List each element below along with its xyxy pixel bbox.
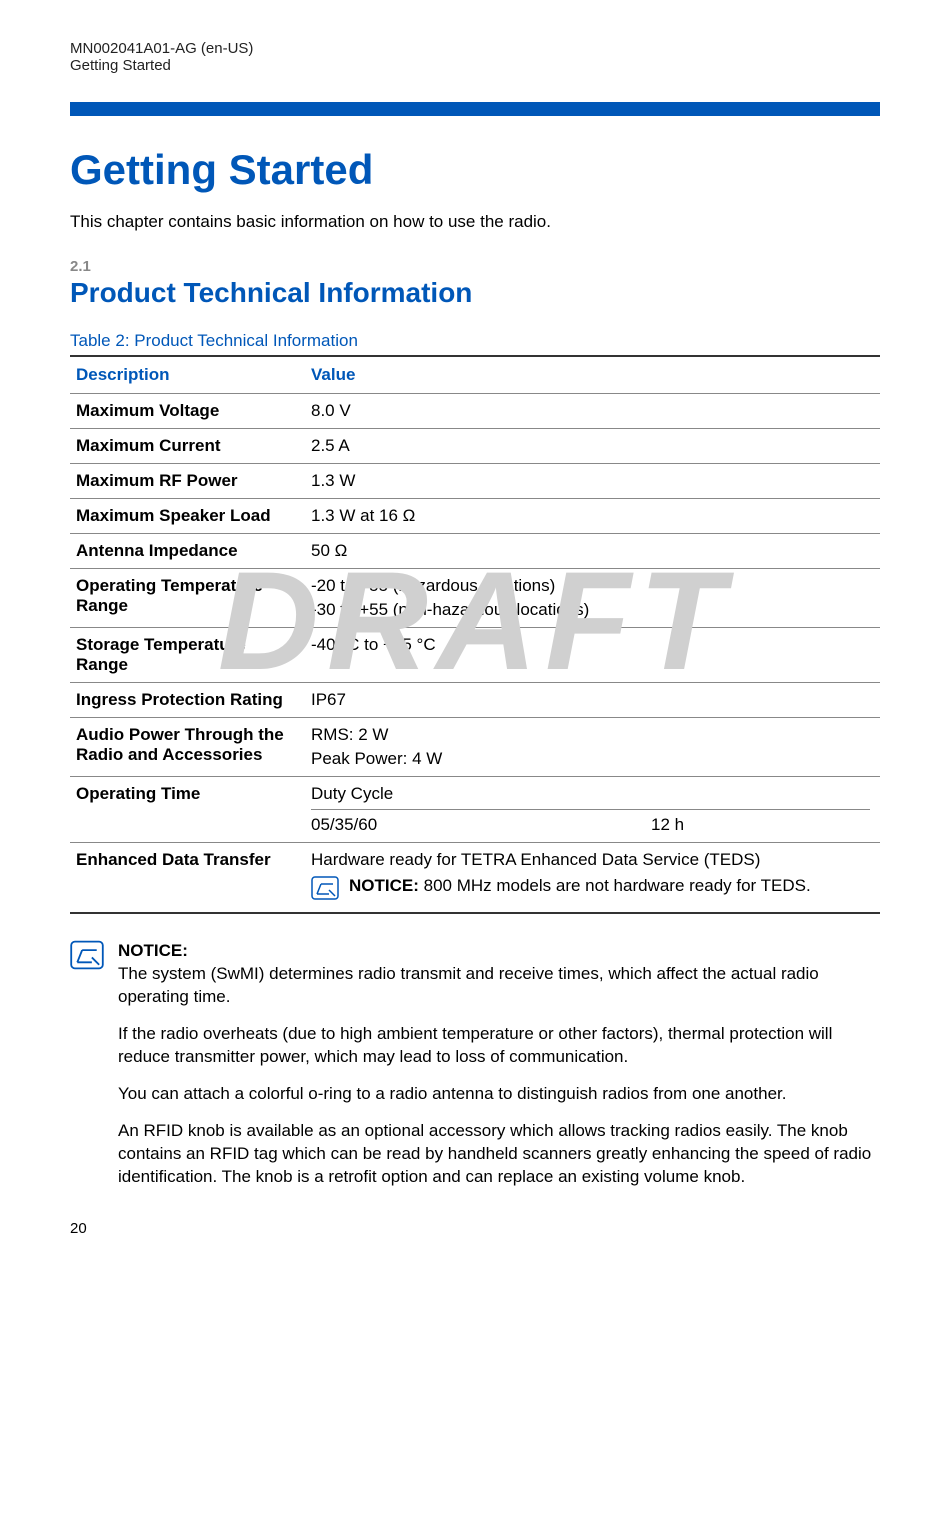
- cell-value: -40 °C to +85 °C: [305, 628, 880, 683]
- duty-cycle-subrow: 05/35/60 12 h: [311, 809, 870, 835]
- notice-icon: [70, 940, 104, 975]
- cell-value: IP67: [305, 683, 880, 718]
- value-line: -30 to +55 (non-hazardous locations): [311, 600, 870, 620]
- product-technical-table: Description Value Maximum Voltage 8.0 V …: [70, 355, 880, 914]
- cell-value: 1.3 W at 16 Ω: [305, 499, 880, 534]
- duty-cycle-header: Duty Cycle: [311, 784, 870, 804]
- table-row: Maximum Current 2.5 A: [70, 429, 880, 464]
- notice-icon: [311, 876, 339, 905]
- cell-desc: Enhanced Data Transfer: [70, 843, 305, 914]
- table-row: Antenna Impedance 50 Ω: [70, 534, 880, 569]
- col-value: Value: [305, 356, 880, 394]
- doc-id: MN002041A01-AG (en-US): [70, 40, 880, 57]
- notice-paragraph: An RFID knob is available as an optional…: [118, 1120, 880, 1189]
- cell-value: 50 Ω: [305, 534, 880, 569]
- value-line: -20 to +55 (hazardous locations): [311, 576, 870, 596]
- cell-value: 2.5 A: [305, 429, 880, 464]
- section-number: 2.1: [70, 258, 880, 275]
- doc-section: Getting Started: [70, 57, 880, 74]
- table-row: Operating Temperature Range -20 to +55 (…: [70, 569, 880, 628]
- notice-label: NOTICE:: [349, 876, 419, 895]
- inline-notice-text: NOTICE: 800 MHz models are not hardware …: [349, 876, 811, 896]
- chapter-intro: This chapter contains basic information …: [70, 212, 880, 232]
- cell-value: 1.3 W: [305, 464, 880, 499]
- cell-desc: Maximum Speaker Load: [70, 499, 305, 534]
- cell-value: Hardware ready for TETRA Enhanced Data S…: [305, 843, 880, 914]
- value-line: Hardware ready for TETRA Enhanced Data S…: [311, 850, 870, 870]
- cell-desc: Maximum RF Power: [70, 464, 305, 499]
- cell-desc: Storage Temperature Range: [70, 628, 305, 683]
- notice-paragraph: The system (SwMI) determines radio trans…: [118, 964, 819, 1006]
- cell-desc: Operating Time: [70, 777, 305, 843]
- notice-text: 800 MHz models are not hardware ready fo…: [419, 876, 811, 895]
- cell-desc: Audio Power Through the Radio and Access…: [70, 718, 305, 777]
- table-row: Maximum Voltage 8.0 V: [70, 394, 880, 429]
- notice-label: NOTICE:: [118, 941, 188, 960]
- value-line: RMS: 2 W: [311, 725, 870, 745]
- cell-desc: Operating Temperature Range: [70, 569, 305, 628]
- table-row: Ingress Protection Rating IP67: [70, 683, 880, 718]
- section-title: Product Technical Information: [70, 277, 880, 309]
- page-number: 20: [70, 1220, 87, 1237]
- table-row: Audio Power Through the Radio and Access…: [70, 718, 880, 777]
- notice-body: NOTICE: The system (SwMI) determines rad…: [118, 940, 880, 1202]
- table-row: Operating Time Duty Cycle 05/35/60 12 h: [70, 777, 880, 843]
- col-description: Description: [70, 356, 305, 394]
- duty-cycle-ratio: 05/35/60: [311, 815, 651, 835]
- table-row: Enhanced Data Transfer Hardware ready fo…: [70, 843, 880, 914]
- cell-desc: Maximum Voltage: [70, 394, 305, 429]
- notice-paragraph: If the radio overheats (due to high ambi…: [118, 1023, 880, 1069]
- duty-cycle-hours: 12 h: [651, 815, 684, 835]
- value-line: Peak Power: 4 W: [311, 749, 870, 769]
- cell-value: RMS: 2 W Peak Power: 4 W: [305, 718, 880, 777]
- notice-paragraph: You can attach a colorful o-ring to a ra…: [118, 1083, 880, 1106]
- page-notice-block: NOTICE: The system (SwMI) determines rad…: [70, 940, 880, 1202]
- blue-divider-bar: [70, 102, 880, 116]
- table-row: Storage Temperature Range -40 °C to +85 …: [70, 628, 880, 683]
- table-row: Maximum RF Power 1.3 W: [70, 464, 880, 499]
- chapter-title: Getting Started: [70, 146, 880, 194]
- cell-value: -20 to +55 (hazardous locations) -30 to …: [305, 569, 880, 628]
- cell-value: 8.0 V: [305, 394, 880, 429]
- cell-desc: Antenna Impedance: [70, 534, 305, 569]
- inline-notice: NOTICE: 800 MHz models are not hardware …: [311, 876, 870, 905]
- table-row: Maximum Speaker Load 1.3 W at 16 Ω: [70, 499, 880, 534]
- cell-desc: Ingress Protection Rating: [70, 683, 305, 718]
- cell-value: Duty Cycle 05/35/60 12 h: [305, 777, 880, 843]
- table-caption: Table 2: Product Technical Information: [70, 331, 880, 351]
- cell-desc: Maximum Current: [70, 429, 305, 464]
